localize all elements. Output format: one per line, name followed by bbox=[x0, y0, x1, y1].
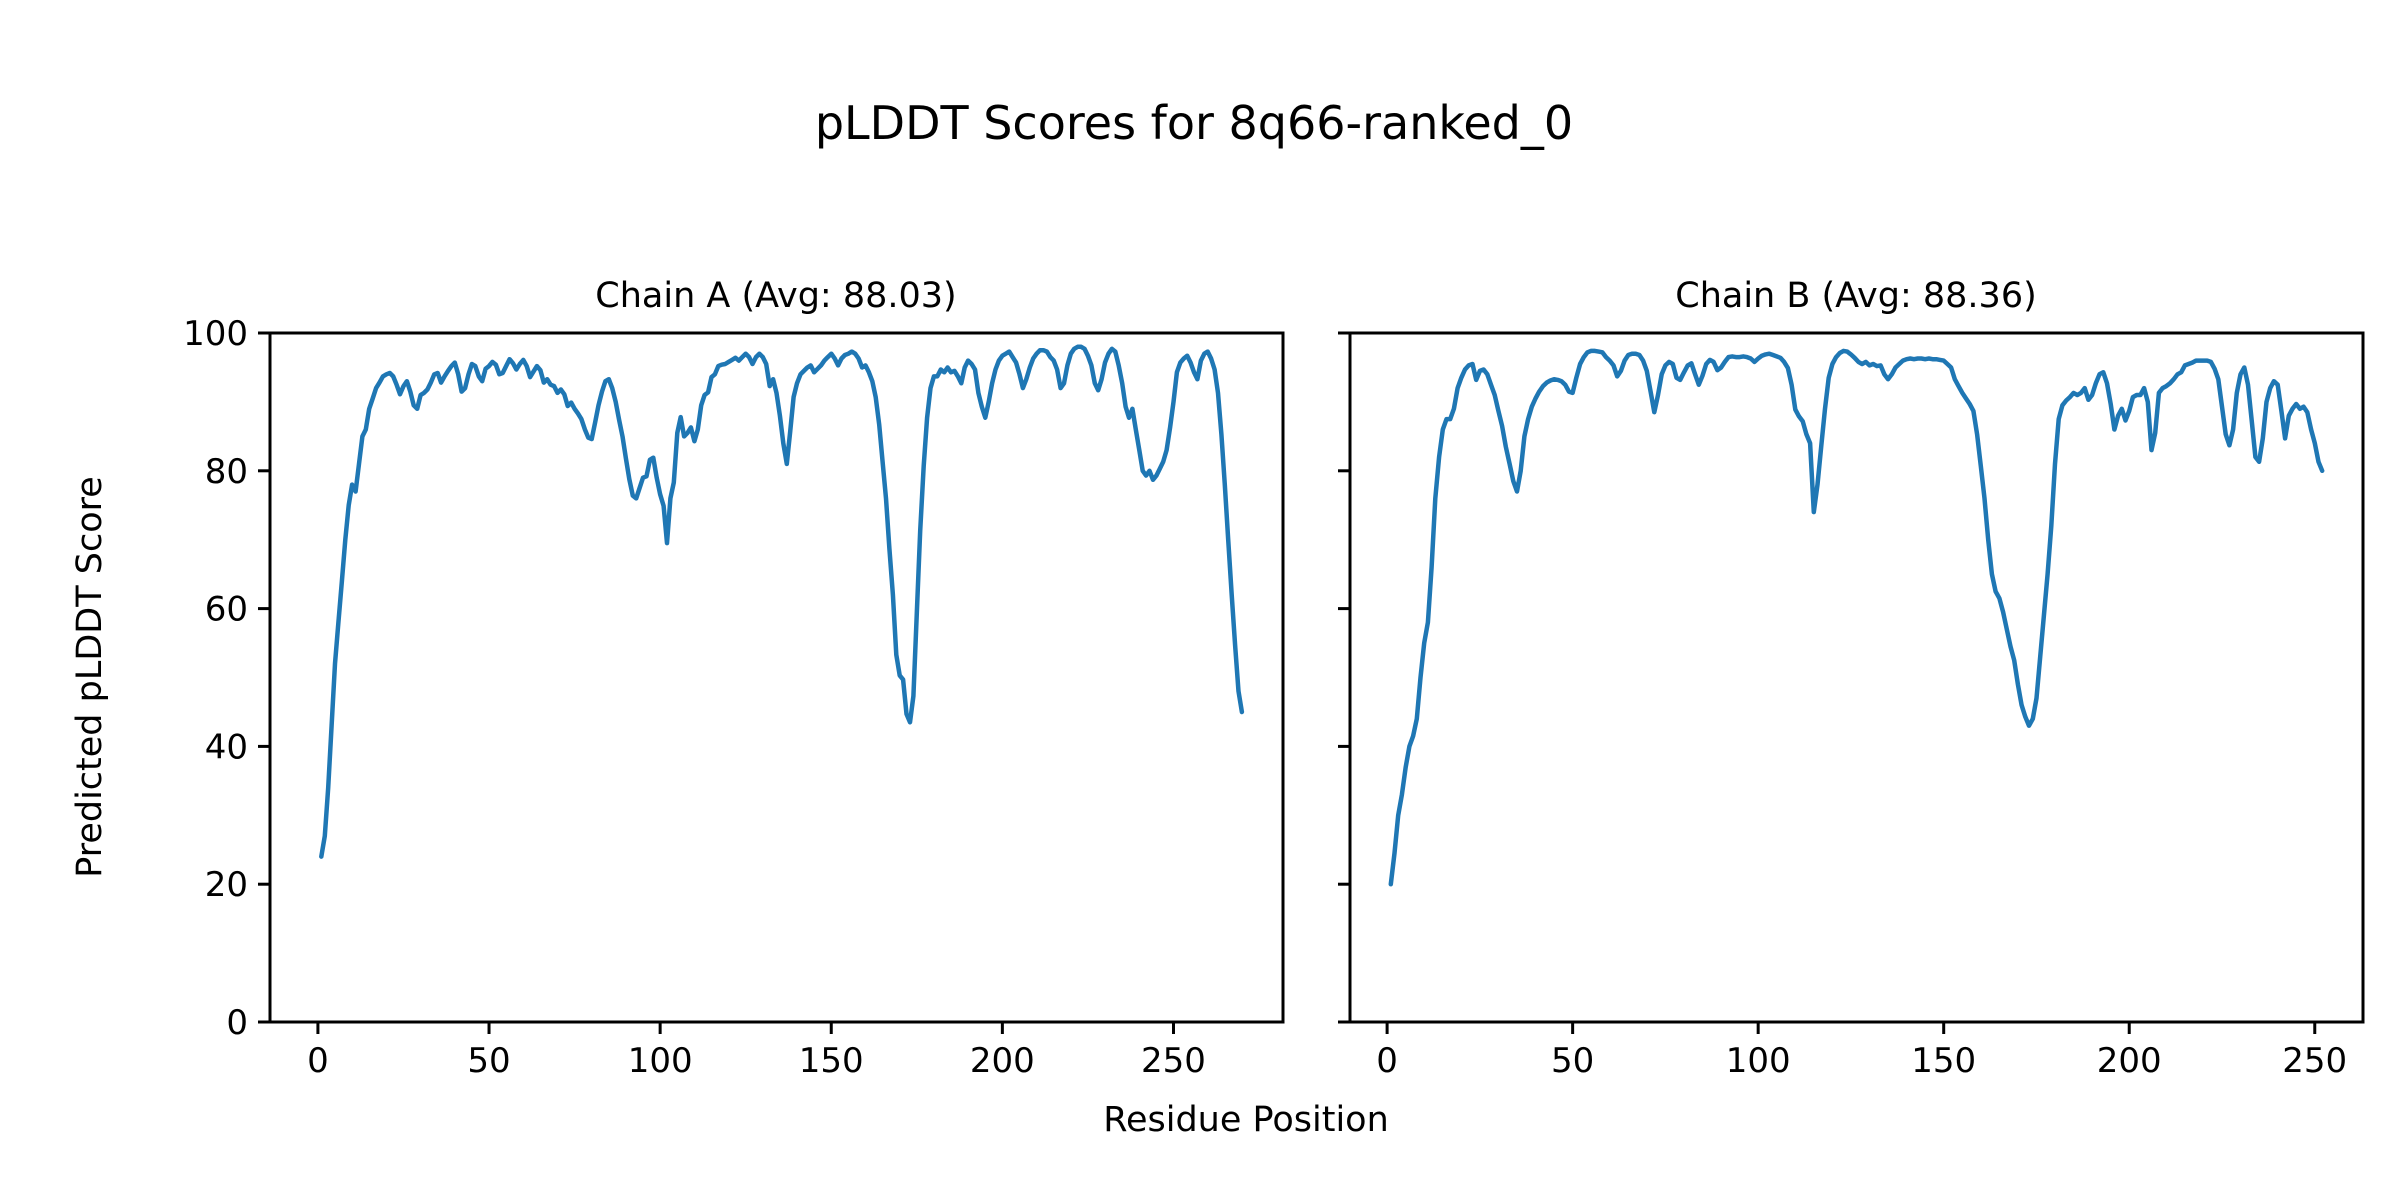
plddt-line-chain-a bbox=[319, 344, 1245, 859]
chain-a-y-tick-label: 40 bbox=[205, 727, 248, 767]
chain-a-y-tick-label: 20 bbox=[205, 865, 248, 905]
chain-a-x-tick-label: 250 bbox=[1141, 1041, 1206, 1081]
chain-b-x-tick-label: 0 bbox=[1376, 1041, 1398, 1081]
chain-a-x-tick-label: 100 bbox=[628, 1041, 693, 1081]
chain-b-x-tick-label: 200 bbox=[2097, 1041, 2162, 1081]
chain-a-plot: 0 50 100 150 200 250 0 20 40 60 80 100 bbox=[183, 314, 1285, 1081]
chain-a-x-tick-label: 0 bbox=[307, 1041, 329, 1081]
figure-title: pLDDT Scores for 8q66-ranked_0 bbox=[814, 96, 1574, 150]
chain-a-x-tick-label: 50 bbox=[467, 1041, 510, 1081]
chain-b-x-tick-label: 250 bbox=[2282, 1041, 2347, 1081]
chain-b-plot: 0 50 100 150 200 250 bbox=[1338, 331, 2365, 1081]
chain-a-x-tick-label: 150 bbox=[799, 1041, 864, 1081]
chain-a-x-tick-label: 200 bbox=[970, 1041, 1035, 1081]
chain-a-axes-frame bbox=[268, 331, 1285, 1024]
chain-b-x-tick-label: 50 bbox=[1551, 1041, 1594, 1081]
chain-a-y-tick-label: 0 bbox=[226, 1003, 248, 1043]
chain-b-x-tick-label: 150 bbox=[1911, 1041, 1976, 1081]
chain-a-y-tick-label: 100 bbox=[183, 314, 248, 354]
chain-b-x-tick-label: 100 bbox=[1726, 1041, 1791, 1081]
chain-b-axes-frame bbox=[1348, 331, 2365, 1024]
chain-a-y-tick-label: 60 bbox=[205, 590, 248, 630]
subplot-title-chain-b: Chain B (Avg: 88.36) bbox=[1675, 276, 2037, 316]
plddt-line-chain-b bbox=[1388, 348, 2325, 887]
subplot-title-chain-a: Chain A (Avg: 88.03) bbox=[595, 276, 957, 316]
chain-a-y-tick-label: 80 bbox=[205, 452, 248, 492]
x-axis-label: Residue Position bbox=[1103, 1100, 1389, 1140]
